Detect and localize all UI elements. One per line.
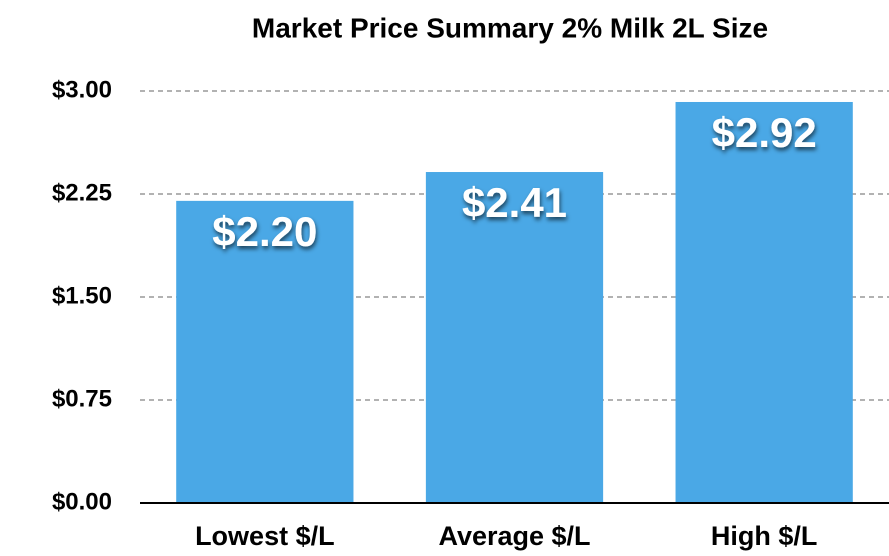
y-tick-label: $1.50	[52, 282, 112, 309]
value-label: $2.20	[212, 208, 317, 255]
y-tick-label: $2.25	[52, 179, 112, 206]
bar	[675, 101, 853, 503]
x-tick-label: Average $/L	[438, 521, 590, 551]
y-tick-label: $3.00	[52, 76, 112, 103]
bar	[176, 200, 354, 503]
bar	[425, 172, 604, 503]
x-tick-label: High $/L	[711, 521, 818, 551]
value-label: $2.41	[462, 179, 567, 226]
y-tick-label: $0.00	[52, 488, 112, 515]
chart-title: Market Price Summary 2% Milk 2L Size	[252, 12, 768, 43]
x-tick-label: Lowest $/L	[195, 521, 335, 551]
value-label: $2.92	[712, 109, 817, 156]
y-tick-label: $0.75	[52, 385, 112, 412]
